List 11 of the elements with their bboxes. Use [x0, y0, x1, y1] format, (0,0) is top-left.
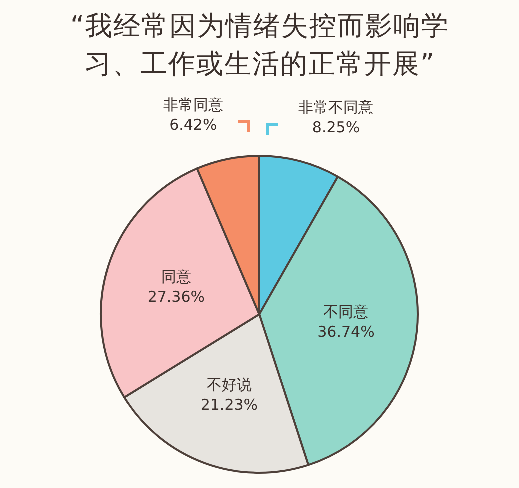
slice-label: 不同意	[324, 303, 369, 322]
data-label: 21.23%	[200, 396, 258, 414]
data-label: 6.42%	[170, 116, 218, 134]
slice-label: 同意	[161, 268, 192, 286]
data-label: 36.74%	[318, 323, 375, 342]
data-label: 27.36%	[148, 288, 206, 306]
slice-label: 非常不同意	[298, 98, 374, 117]
data-label: 8.25%	[312, 118, 360, 137]
chart-title: “我经常因为情绪失控而影响学习、工作或生活的正常开展”	[70, 10, 450, 82]
slice-label: 不好说	[206, 376, 252, 394]
slice-label: 非常同意	[163, 96, 224, 114]
